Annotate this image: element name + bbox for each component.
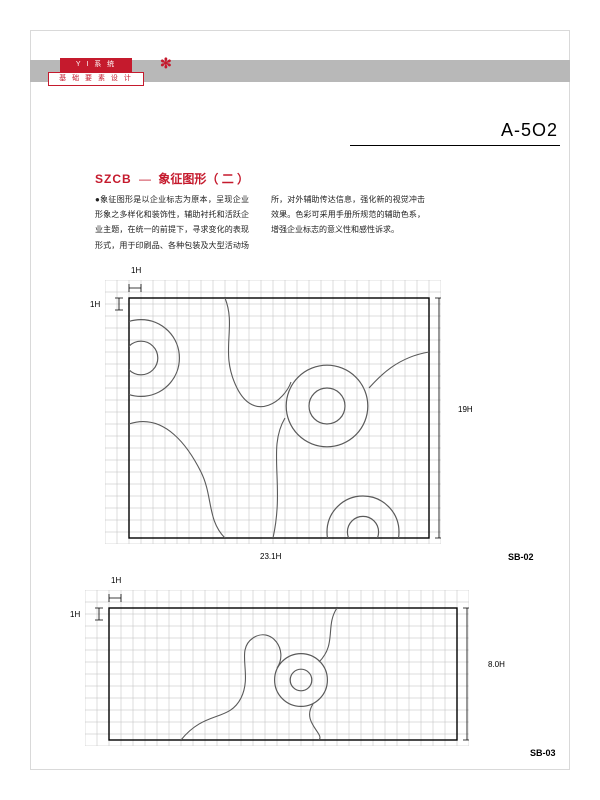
page-code-rule xyxy=(350,145,560,146)
d1-fig-label: SB-02 xyxy=(508,552,534,562)
title-separator: — xyxy=(135,172,155,186)
d1-top-1h: 1H xyxy=(131,266,141,275)
page-code: A-5O2 xyxy=(501,120,558,141)
d1-bottom-dim: 23.1H xyxy=(260,552,281,561)
title-cn: 象征图形（ 二 ） xyxy=(158,172,249,186)
body-paragraph-text: ●象征图形是以企业标志为原本，呈现企业形象之多样化和装饰性，辅助衬托和活跃企业主… xyxy=(95,195,425,250)
decorative-mark: ✻ xyxy=(160,55,172,72)
diagram-sb03 xyxy=(85,590,469,746)
title-latin: SZCB xyxy=(95,172,132,186)
header-tab-bottom: 基 础 要 素 设 计 xyxy=(48,72,144,86)
diagram-sb02 xyxy=(105,280,441,544)
d1-right-dim: 19H xyxy=(458,405,473,414)
d2-fig-label: SB-03 xyxy=(530,748,556,758)
d2-right-dim: 8.0H xyxy=(488,660,505,669)
body-paragraph: ●象征图形是以企业标志为原本，呈现企业形象之多样化和装饰性，辅助衬托和活跃企业主… xyxy=(95,192,425,253)
d2-left-1h: 1H xyxy=(70,610,80,619)
header-tab-top: Y I 系 统 xyxy=(60,58,132,72)
d2-top-1h: 1H xyxy=(111,576,121,585)
d1-left-1h: 1H xyxy=(90,300,100,309)
page-title: SZCB — 象征图形（ 二 ） xyxy=(95,170,249,187)
